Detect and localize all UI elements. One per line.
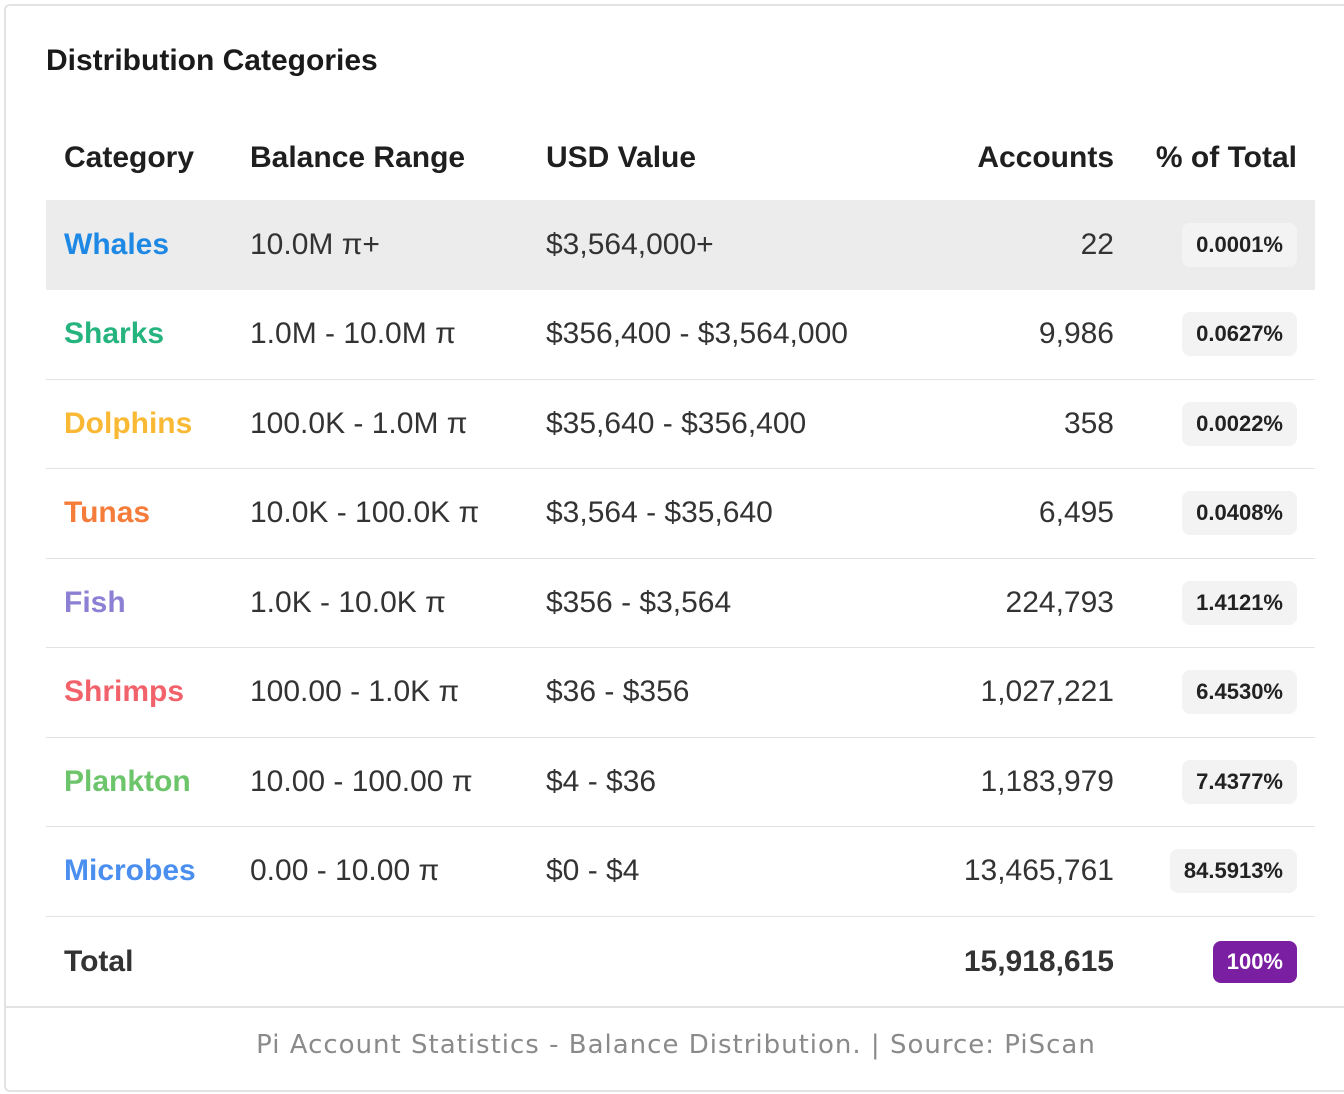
distribution-table: Category Balance Range USD Value Account… [46, 116, 1315, 1008]
percent-cell: 0.0627% [1124, 289, 1315, 380]
percent-badge: 7.4377% [1182, 759, 1297, 804]
percent-badge: 84.5913% [1169, 849, 1297, 894]
total-range-empty [232, 916, 528, 1008]
total-usd-empty [528, 916, 932, 1008]
usd-value: $4 - $36 [528, 737, 932, 827]
accounts-count: 13,465,761 [932, 826, 1124, 917]
header-category: Category [64, 141, 195, 174]
table-row: Tunas 10.0K - 100.0K π $3,564 - $35,640 6,4… [46, 468, 1315, 559]
percent-badge: 1.4121% [1182, 580, 1297, 625]
table-header-row: Category Balance Range USD Value Account… [46, 116, 1315, 200]
header-accounts: Accounts [977, 141, 1114, 174]
percent-badge: 0.0022% [1182, 401, 1297, 446]
header-usd-value: USD Value [546, 141, 697, 174]
usd-value: $3,564,000+ [528, 200, 932, 290]
table-row: Shrimps 100.00 - 1.0K π $36 - $356 1,027,22… [46, 647, 1315, 738]
footer-divider [6, 1006, 1344, 1008]
percent-cell: 84.5913% [1124, 826, 1315, 917]
accounts-count: 1,027,221 [932, 647, 1124, 738]
category-name: Whales [46, 200, 232, 290]
table-row: Dolphins 100.0K - 1.0M π $35,640 - $356,40… [46, 379, 1315, 469]
percent-cell: 7.4377% [1124, 737, 1315, 827]
total-percent-cell: 100% [1124, 916, 1315, 1008]
balance-range: 100.0K - 1.0M π [232, 379, 528, 469]
table-row: Whales 10.0M π+ $3,564,000+ 22 0.0001% [46, 200, 1315, 290]
category-name: Shrimps [46, 647, 232, 738]
category-name: Microbes [46, 826, 232, 917]
category-name: Sharks [46, 289, 232, 380]
percent-cell: 1.4121% [1124, 558, 1315, 648]
balance-range: 1.0K - 10.0K π [232, 558, 528, 648]
percent-cell: 0.0022% [1124, 379, 1315, 469]
percent-cell: 0.0001% [1124, 200, 1315, 290]
header-percent: % of Total [1155, 141, 1297, 174]
category-name: Dolphins [46, 379, 232, 469]
table-row: Microbes 0.00 - 10.00 π $0 - $4 13,465,761 8… [46, 826, 1315, 917]
percent-badge: 0.0408% [1182, 491, 1297, 536]
balance-range: 10.00 - 100.00 π [232, 737, 528, 827]
accounts-count: 6,495 [932, 468, 1124, 559]
accounts-count: 1,183,979 [932, 737, 1124, 827]
total-accounts: 15,918,615 [963, 945, 1114, 979]
accounts-count: 224,793 [932, 558, 1124, 648]
percent-cell: 0.0408% [1124, 468, 1315, 559]
table-row: Sharks 1.0M - 10.0M π $356,400 - $3,564,00… [46, 289, 1315, 380]
category-name: Tunas [46, 468, 232, 559]
accounts-count: 22 [932, 200, 1124, 290]
balance-range: 0.00 - 10.00 π [232, 826, 528, 917]
usd-value: $356 - $3,564 [528, 558, 932, 648]
header-balance-range: Balance Range [250, 141, 466, 174]
table-row: Plankton 10.00 - 100.00 π $4 - $36 1,183,97… [46, 737, 1315, 827]
card-title: Distribution Categories [46, 44, 378, 77]
usd-value: $36 - $356 [528, 647, 932, 738]
table-row: Fish 1.0K - 10.0K π $356 - $3,564 224,793 1.… [46, 558, 1315, 648]
usd-value: $35,640 - $356,400 [528, 379, 932, 469]
caption: Pi Account Statistics - Balance Distribu… [256, 1030, 1096, 1060]
balance-range: 1.0M - 10.0M π [232, 289, 528, 380]
category-name: Fish [46, 558, 232, 648]
percent-badge: 6.4530% [1182, 670, 1297, 715]
accounts-count: 358 [932, 379, 1124, 469]
distribution-card: Distribution Categories Category Balance… [4, 4, 1344, 1092]
usd-value: $0 - $4 [528, 826, 932, 917]
percent-badge: 0.0001% [1182, 222, 1297, 267]
balance-range: 100.00 - 1.0K π [232, 647, 528, 738]
total-label: Total [64, 945, 134, 979]
percent-badge: 0.0627% [1182, 312, 1297, 357]
usd-value: $3,564 - $35,640 [528, 468, 932, 559]
accounts-count: 9,986 [932, 289, 1124, 380]
balance-range: 10.0K - 100.0K π [232, 468, 528, 559]
total-row: Total 15,918,615 100% [46, 916, 1315, 1008]
balance-range: 10.0M π+ [232, 200, 528, 290]
category-name: Plankton [46, 737, 232, 827]
usd-value: $356,400 - $3,564,000 [528, 289, 932, 380]
percent-cell: 6.4530% [1124, 647, 1315, 738]
total-percent-badge: 100% [1212, 941, 1297, 984]
